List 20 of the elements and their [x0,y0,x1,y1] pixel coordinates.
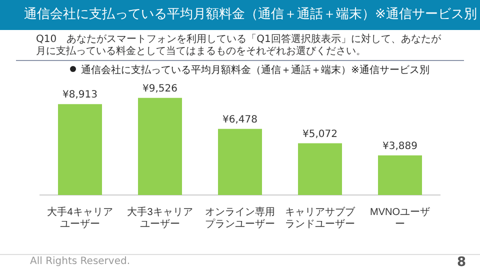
x-tick-label: 大手3キャリアユーザー [127,206,193,230]
x-tick-label: オンライン専用プランユーザー [205,206,275,230]
data-label: ¥9,526 [142,83,178,94]
data-label: ¥8,913 [62,90,98,101]
bar [378,155,422,195]
text: 8 [456,255,466,270]
bar [58,104,102,195]
x-tick-label: 大手4キャリアユーザー [47,206,113,230]
x-tick-label: MVNOユーザー [370,206,430,230]
chart-title: 通信会社に支払っている平均月額料金（通信＋通話＋端末）※通信サービス別 [80,64,430,77]
x-tick-label: キャリアサブブランドユーザー [285,206,356,230]
data-label: ¥6,478 [222,114,258,126]
bar [218,128,262,195]
data-label: ¥5,072 [302,128,338,140]
data-label: ¥3,889 [382,140,418,152]
bar [138,98,182,195]
chart-subtitle: Q10 あなたがスマートフォンを利用している「Q1回答選択肢表示」に対して、あなたが月に支払っている料金として当てはまるものをそれぞれお選びください。 [16,30,464,61]
text: All Rights Reserved. [30,256,130,267]
bar [298,143,342,195]
legend-title: 通信会社に支払っている平均月額料金（通信＋通話＋端末）※通信サービス別 [0,0,480,30]
